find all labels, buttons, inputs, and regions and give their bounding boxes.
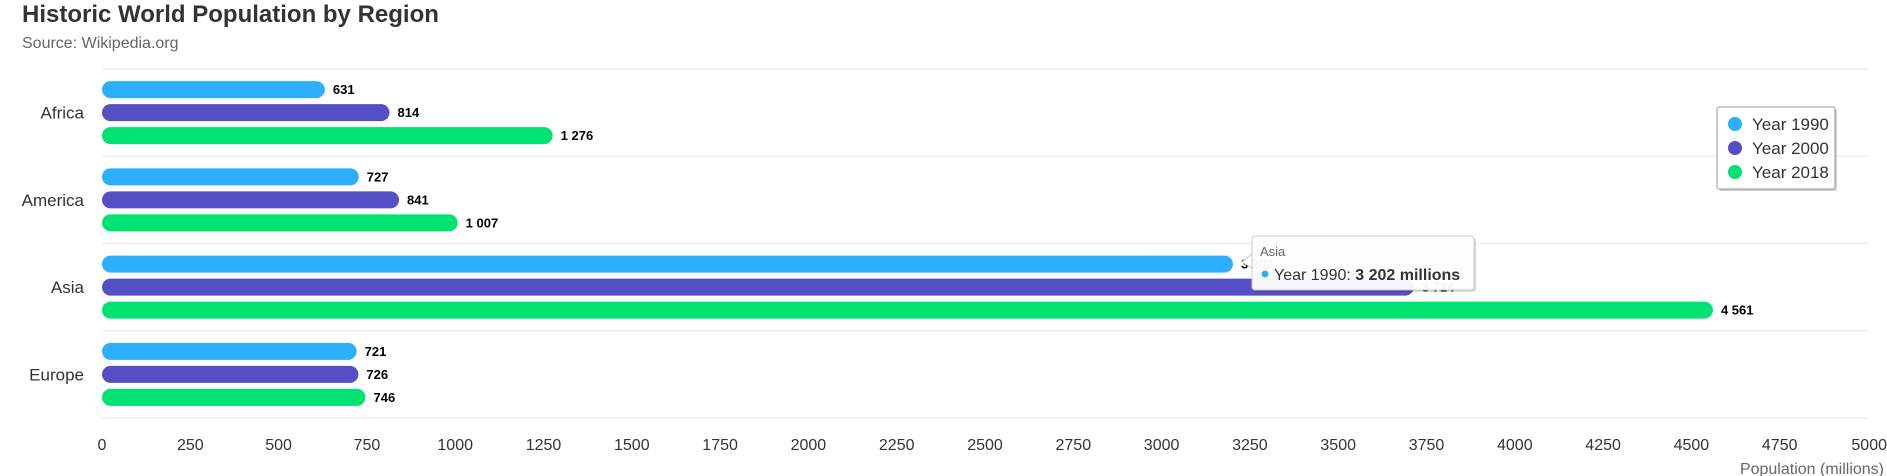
legend-marker[interactable]: [1728, 141, 1742, 155]
bar-europe-year-2000[interactable]: [102, 365, 359, 383]
tooltip-category: Asia: [1260, 244, 1286, 259]
legend-marker[interactable]: [1728, 165, 1742, 179]
legend-marker[interactable]: [1728, 117, 1742, 131]
x-axis-title: Population (millions): [1740, 461, 1884, 476]
tooltip-marker: [1261, 270, 1269, 278]
x-tick-label: 250: [177, 437, 204, 454]
data-label: 1 276: [561, 128, 594, 143]
x-tick-label: 5000: [1851, 437, 1887, 454]
x-tick-label: 4250: [1585, 437, 1621, 454]
data-label: 814: [398, 105, 420, 120]
data-label: 726: [366, 367, 388, 382]
x-tick-label: 1750: [702, 437, 738, 454]
legend-box: [1716, 106, 1836, 190]
data-label: 727: [367, 169, 389, 184]
data-label: 721: [365, 344, 387, 359]
tooltip-box: [1251, 235, 1475, 291]
bar-africa-year-2000[interactable]: [102, 104, 390, 122]
bar-america-year-1990[interactable]: [102, 168, 359, 186]
x-tick-label: 750: [354, 437, 381, 454]
x-tick-label: 2750: [1056, 437, 1092, 454]
legend-item-year-2018[interactable]: Year 2018: [1752, 163, 1829, 182]
x-tick-label: 3500: [1320, 437, 1356, 454]
bar-europe-year-2018[interactable]: [102, 388, 366, 406]
chart-subtitle: Source: Wikipedia.org: [22, 35, 179, 52]
data-label: 4 561: [1721, 303, 1754, 318]
data-label: 1 007: [466, 215, 499, 230]
bar-america-year-2018[interactable]: [102, 214, 458, 232]
bar-asia-year-2000[interactable]: [102, 278, 1414, 296]
x-tick-label: 3250: [1232, 437, 1268, 454]
x-tick-label: 1500: [614, 437, 650, 454]
legend-item-year-2000[interactable]: Year 2000: [1752, 139, 1829, 158]
x-tick-label: 3000: [1144, 437, 1180, 454]
x-tick-label: 3750: [1409, 437, 1445, 454]
bar-asia-year-1990[interactable]: [102, 255, 1233, 273]
x-tick-label: 2250: [879, 437, 915, 454]
bar-asia-year-2018[interactable]: [102, 301, 1713, 319]
tooltip-series-label: Year 1990:: [1274, 267, 1355, 284]
x-tick-label: 1250: [526, 437, 562, 454]
tooltip-value: Year 1990: 3 202 millions: [1274, 267, 1460, 284]
bar-america-year-2000[interactable]: [102, 191, 400, 209]
tooltip-value-number: 3 202 millions: [1355, 267, 1460, 284]
category-label-asia: Asia: [51, 278, 85, 297]
x-tick-label: 4750: [1762, 437, 1798, 454]
category-label-africa: Africa: [41, 104, 85, 123]
data-label: 746: [373, 390, 395, 405]
category-label-america: America: [22, 191, 85, 210]
x-tick-label: 1000: [437, 437, 473, 454]
chart-title: Historic World Population by Region: [22, 1, 439, 28]
x-tick-label: 4000: [1497, 437, 1533, 454]
bar-africa-year-1990[interactable]: [102, 81, 325, 99]
data-label: 631: [333, 82, 355, 97]
x-tick-label: 500: [265, 437, 292, 454]
bar-africa-year-2018[interactable]: [102, 127, 553, 145]
x-tick-label: 0: [98, 437, 107, 454]
x-tick-label: 2500: [967, 437, 1003, 454]
bar-europe-year-1990[interactable]: [102, 342, 357, 360]
x-tick-label: 4500: [1674, 437, 1710, 454]
x-tick-label: 2000: [791, 437, 827, 454]
category-label-europe: Europe: [29, 365, 84, 384]
legend-item-year-1990[interactable]: Year 1990: [1752, 115, 1829, 134]
data-label: 841: [407, 192, 429, 207]
